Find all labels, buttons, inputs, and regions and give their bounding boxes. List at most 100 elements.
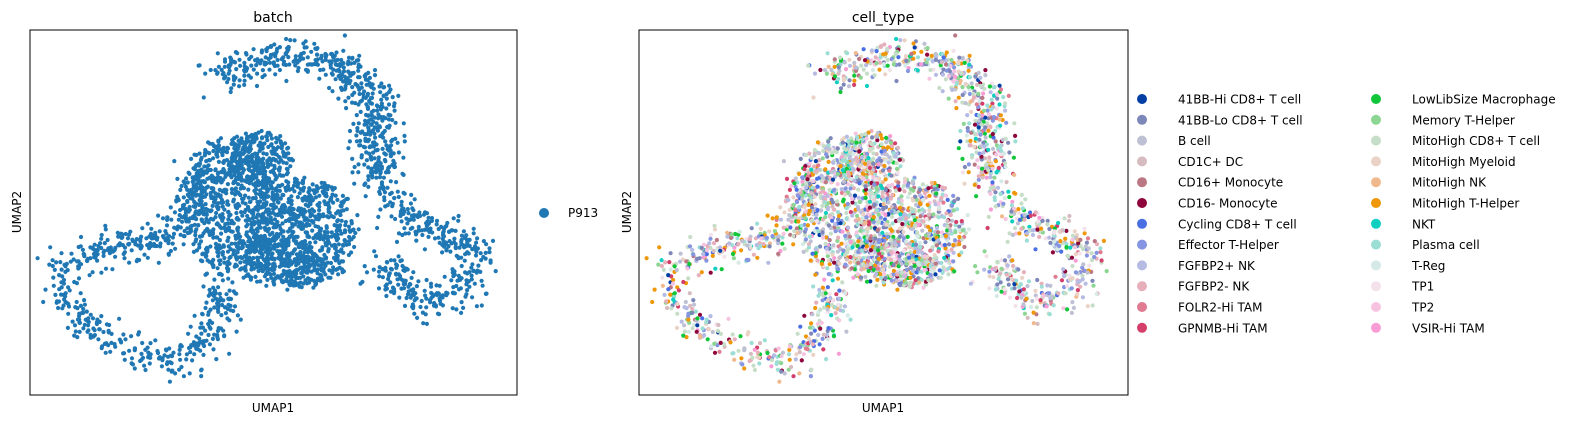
cell-type-point: [809, 321, 814, 326]
batch-point: [426, 215, 431, 220]
batch-point: [207, 151, 212, 156]
batch-point: [216, 254, 221, 259]
batch-point: [429, 218, 434, 223]
batch-point: [220, 170, 225, 175]
batch-point: [208, 326, 213, 331]
cell-type-point: [764, 235, 770, 240]
batch-point: [201, 172, 206, 177]
cell-type-point: [1064, 245, 1069, 250]
batch-point: [307, 193, 312, 198]
cell-type-point: [699, 245, 704, 250]
batch-point: [307, 187, 312, 192]
batch-point: [178, 344, 183, 349]
batch-point: [299, 51, 304, 57]
batch-point: [233, 186, 238, 191]
cell-type-point: [994, 106, 999, 111]
batch-point: [234, 134, 240, 139]
batch-point: [244, 155, 249, 160]
cell-type-point: [1006, 189, 1011, 194]
cell-type-point: [1051, 303, 1056, 308]
batch-point: [205, 176, 210, 181]
cell-type-point: [778, 217, 784, 222]
cell-type-point: [978, 83, 983, 88]
batch-point: [399, 219, 404, 224]
batch-point: [178, 207, 183, 213]
batch-point: [156, 213, 161, 218]
batch-point: [299, 206, 304, 211]
cell-type-point: [813, 305, 818, 311]
batch-point: [284, 78, 289, 84]
cell-type-point: [845, 313, 850, 318]
batch-point: [51, 275, 56, 280]
cell-type-point: [964, 82, 969, 87]
cell-type-point: [966, 170, 971, 175]
batch-point: [235, 51, 240, 56]
batch-point: [293, 216, 299, 221]
batch-point: [82, 298, 87, 303]
batch-point: [225, 238, 230, 243]
batch-point: [428, 281, 434, 286]
batch-point: [222, 207, 227, 212]
cell-type-point: [816, 151, 822, 156]
cell-type-point: [712, 350, 718, 355]
batch-point: [201, 342, 206, 347]
cell-type-point: [859, 63, 864, 68]
batch-point: [341, 269, 346, 274]
batch-point: [414, 238, 419, 243]
cell-type-point: [1010, 258, 1015, 263]
cell-type-point: [1002, 151, 1007, 156]
cell-type-point: [725, 234, 730, 239]
cell-type-point: [1003, 164, 1008, 169]
batch-point: [179, 364, 184, 370]
batch-point: [187, 171, 192, 176]
batch-point: [382, 190, 388, 195]
batch-point: [461, 229, 466, 234]
cell-type-point: [819, 320, 824, 325]
batch-point: [186, 331, 191, 336]
batch-point: [217, 262, 223, 267]
cell-type-point: [1007, 295, 1013, 300]
cell-type-point: [808, 374, 814, 379]
cell-type-point: [762, 338, 767, 343]
cell-type-point: [708, 270, 713, 275]
cell-type-point: [988, 191, 993, 196]
batch-point: [147, 361, 152, 366]
batch-point: [207, 158, 212, 163]
batch-point: [228, 55, 233, 60]
batch-point: [427, 298, 432, 303]
batch-point: [398, 276, 403, 281]
batch-point: [388, 289, 394, 294]
batch-point: [335, 197, 340, 202]
batch-point: [379, 180, 385, 185]
batch-point: [396, 231, 402, 236]
batch-point: [368, 83, 373, 88]
batch-point: [226, 276, 231, 281]
batch-point: [206, 332, 211, 338]
batch-point: [188, 345, 193, 350]
batch-point: [227, 288, 232, 293]
cell-type-point: [700, 326, 705, 331]
batch-point: [343, 99, 348, 104]
batch-point: [102, 341, 107, 346]
cell-type-point: [679, 319, 684, 324]
cell-type-point: [838, 308, 843, 313]
batch-point: [422, 247, 427, 252]
batch-point: [272, 256, 277, 261]
batch-point: [78, 244, 83, 249]
cell-type-point: [954, 80, 960, 86]
batch-point: [231, 82, 236, 87]
batch-point: [234, 147, 239, 152]
cell-type-point: [737, 229, 742, 234]
cell-type-point: [993, 139, 998, 144]
cell-type-point: [861, 67, 866, 72]
batch-point: [269, 275, 274, 280]
batch-point: [277, 168, 282, 173]
batch-point: [74, 299, 79, 305]
cell-type-point: [836, 302, 841, 307]
cell-type-point: [864, 71, 870, 76]
batch-point: [203, 247, 209, 252]
batch-point: [228, 89, 233, 95]
batch-point: [78, 234, 84, 240]
batch-point: [250, 171, 256, 176]
cell-type-point: [755, 221, 760, 226]
